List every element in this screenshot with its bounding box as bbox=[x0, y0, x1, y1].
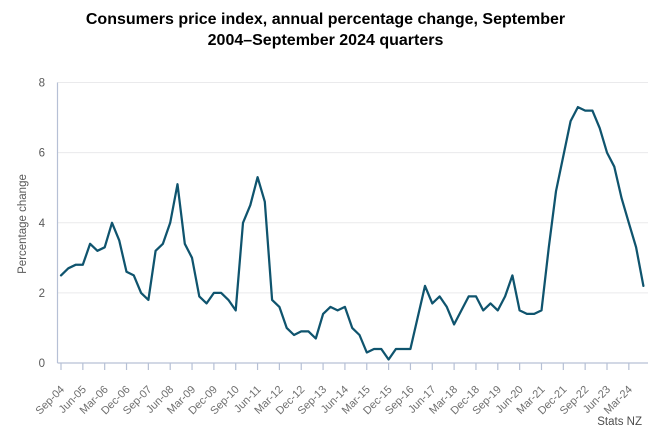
x-axis-tick-labels: Sep-04Jun-05Mar-06Dec-06Sep-07Jun-08Mar-… bbox=[34, 384, 635, 418]
chart-title: Consumers price index, annual percentage… bbox=[0, 9, 651, 51]
svg-text:6: 6 bbox=[39, 148, 45, 160]
chart-title-line2: 2004–September 2024 quarters bbox=[207, 32, 444, 49]
chart-title-line1: Consumers price index, annual percentage… bbox=[85, 11, 566, 28]
svg-text:2: 2 bbox=[39, 288, 45, 300]
gridlines bbox=[57, 82, 648, 294]
svg-text:8: 8 bbox=[39, 78, 45, 90]
svg-text:4: 4 bbox=[39, 218, 46, 230]
svg-text:0: 0 bbox=[39, 358, 45, 370]
x-axis-ticks bbox=[60, 363, 630, 370]
axes bbox=[56, 82, 648, 364]
cpi-line-series bbox=[59, 105, 645, 361]
source-attribution: Stats NZ bbox=[597, 416, 642, 428]
y-axis-tick-labels: 0 2 4 6 8 bbox=[39, 78, 46, 370]
